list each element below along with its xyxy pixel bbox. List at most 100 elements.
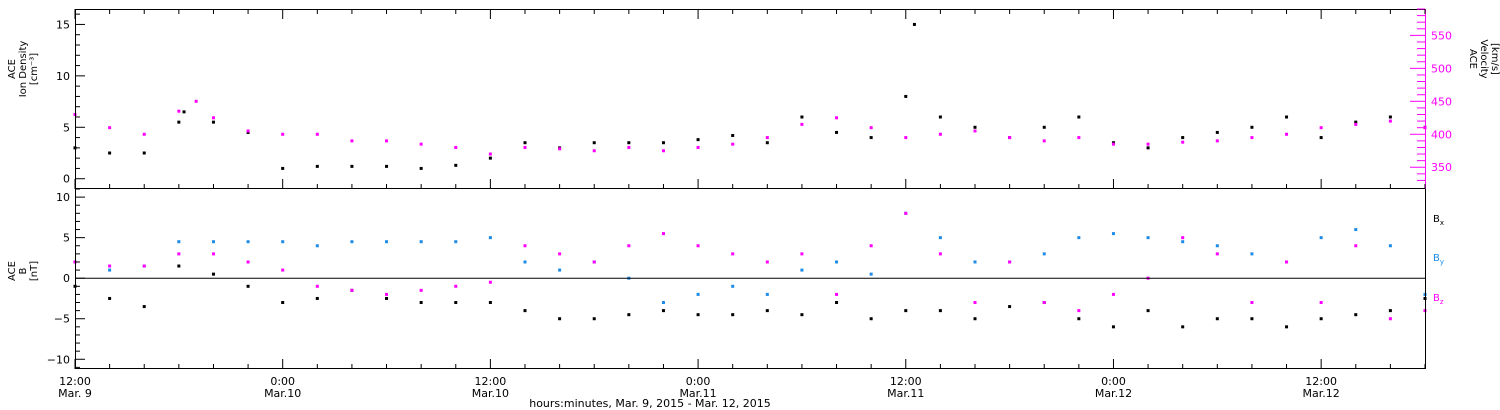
magnetic-s0-point: [1008, 305, 1012, 309]
magnetic-s2-point: [938, 252, 942, 256]
magnetic-s1-point: [211, 240, 215, 244]
magnetic-s2-point: [1285, 260, 1289, 264]
x-tick-time-label: 0:00: [270, 375, 295, 388]
x-tick-date-label: Mar.11: [887, 387, 924, 400]
velocity-s0-point: [194, 99, 198, 103]
magnetic-s1-point: [1354, 228, 1358, 232]
density-s0-point: [488, 156, 492, 160]
magnetic-s0-point: [661, 309, 665, 313]
magnetic-s2-point: [661, 232, 665, 236]
magnetic-s1-point: [1181, 240, 1185, 244]
density-tick-label: 0: [63, 173, 70, 186]
x-tick-date-label: Mar.10: [472, 387, 509, 400]
magnetic-s2-point: [1111, 292, 1115, 296]
density-s0-point: [1146, 146, 1150, 150]
x-tick-time-label: 0:00: [686, 375, 711, 388]
velocity-s0-point: [558, 147, 562, 151]
velocity-s0-point: [1146, 142, 1150, 146]
velocity-s0-point: [142, 132, 146, 136]
magnetic-s0-point: [731, 313, 735, 317]
magnetic-s1-point: [315, 244, 319, 248]
magnetic-s2-point: [454, 284, 458, 288]
magnetic-s0-point: [281, 301, 285, 305]
velocity-s0-point: [1008, 136, 1012, 140]
velocity-s0-point: [938, 132, 942, 136]
x-tick-date-label: Mar. 9: [58, 387, 92, 400]
magnetic-s1-point: [1042, 252, 1046, 256]
magnetic-s0-point: [1250, 317, 1254, 321]
magnetic-s1-point: [246, 240, 250, 244]
density-s0-point: [731, 134, 735, 138]
density-s0-point: [211, 120, 215, 124]
magnetic-s2-point: [108, 264, 112, 268]
density-s0-point: [1285, 115, 1289, 119]
velocity-tick-label: 350: [1431, 161, 1452, 174]
magnetic-s0-point: [1388, 309, 1392, 313]
velocity-s0-point: [592, 149, 596, 153]
x-tick-time-label: 12:00: [890, 375, 922, 388]
velocity-s0-point: [315, 132, 319, 136]
density-s0-point: [419, 166, 423, 170]
density-s0-point: [385, 164, 389, 168]
magnetic-s0-point: [558, 317, 562, 321]
velocity-s0-point: [523, 145, 527, 149]
density-s0-point: [765, 141, 769, 145]
velocity-s0-point: [627, 145, 631, 149]
velocity-s0-point: [108, 126, 112, 130]
magnetic-s0-point: [523, 309, 527, 313]
magnetic-s1-point: [1111, 232, 1115, 236]
density-s0-point: [281, 166, 285, 170]
magnetic-s2-point: [1077, 309, 1081, 313]
magnetic-s2-point: [315, 284, 319, 288]
density-s0-point: [142, 151, 146, 155]
density-axis-title: Ion Density: [18, 41, 29, 98]
magnetic-s2-point: [350, 288, 354, 292]
legend-subscript: z: [1440, 298, 1444, 306]
density-s0-point: [912, 22, 916, 26]
velocity-s0-point: [765, 136, 769, 140]
magnetic-s0-point: [454, 301, 458, 305]
magnetic-s2-point: [1215, 252, 1219, 256]
x-axis-title: hours:minutes, Mar. 9, 2015 - Mar. 12, 2…: [529, 397, 771, 410]
velocity-s0-point: [1319, 126, 1323, 130]
magnetic-s1-point: [765, 292, 769, 296]
magnetic-s0-point: [1181, 325, 1185, 329]
magnetic-s0-point: [1111, 325, 1115, 329]
density-s0-point: [661, 141, 665, 145]
velocity-s0-point: [800, 122, 804, 126]
magnetic-s2-point: [523, 244, 527, 248]
density-s0-point: [315, 164, 319, 168]
magnetic-s2-point: [1008, 260, 1012, 264]
magnetic-s1-point: [696, 292, 700, 296]
density-s0-point: [177, 120, 181, 124]
b-tick-label: −5: [54, 313, 70, 326]
density-tick-label: 10: [56, 70, 70, 83]
magnetic-s0-point: [835, 301, 839, 305]
magnetic-s0-point: [1077, 317, 1081, 321]
legend-y: By: [1433, 253, 1444, 266]
density-s0-point: [1388, 115, 1392, 119]
magnetic-s1-point: [1146, 236, 1150, 240]
magnetic-s1-point: [731, 284, 735, 288]
magnetic-s1-point: [523, 260, 527, 264]
magnetic-s2-point: [592, 260, 596, 264]
density-s0-point: [1250, 125, 1254, 129]
legend-subscript: x: [1440, 219, 1444, 227]
velocity-s0-point: [1215, 139, 1219, 143]
magnetic-s2-point: [696, 244, 700, 248]
velocity-s0-point: [731, 142, 735, 146]
velocity-s0-point: [973, 129, 977, 133]
magnetic-s0-point: [1146, 309, 1150, 313]
b-axis-title: [nT]: [29, 261, 40, 281]
density-s0-point: [938, 115, 942, 119]
density-s0-point: [523, 141, 527, 145]
magnetic-s0-point: [108, 296, 112, 300]
velocity-s0-point: [696, 145, 700, 149]
magnetic-s2-point: [1042, 301, 1046, 305]
magnetic-s2-point: [904, 211, 908, 215]
magnetic-s2-point: [1181, 236, 1185, 240]
velocity-s0-point: [385, 139, 389, 143]
magnetic-s2-point: [488, 280, 492, 284]
magnetic-s2-point: [419, 288, 423, 292]
velocity-s0-point: [1285, 132, 1289, 136]
